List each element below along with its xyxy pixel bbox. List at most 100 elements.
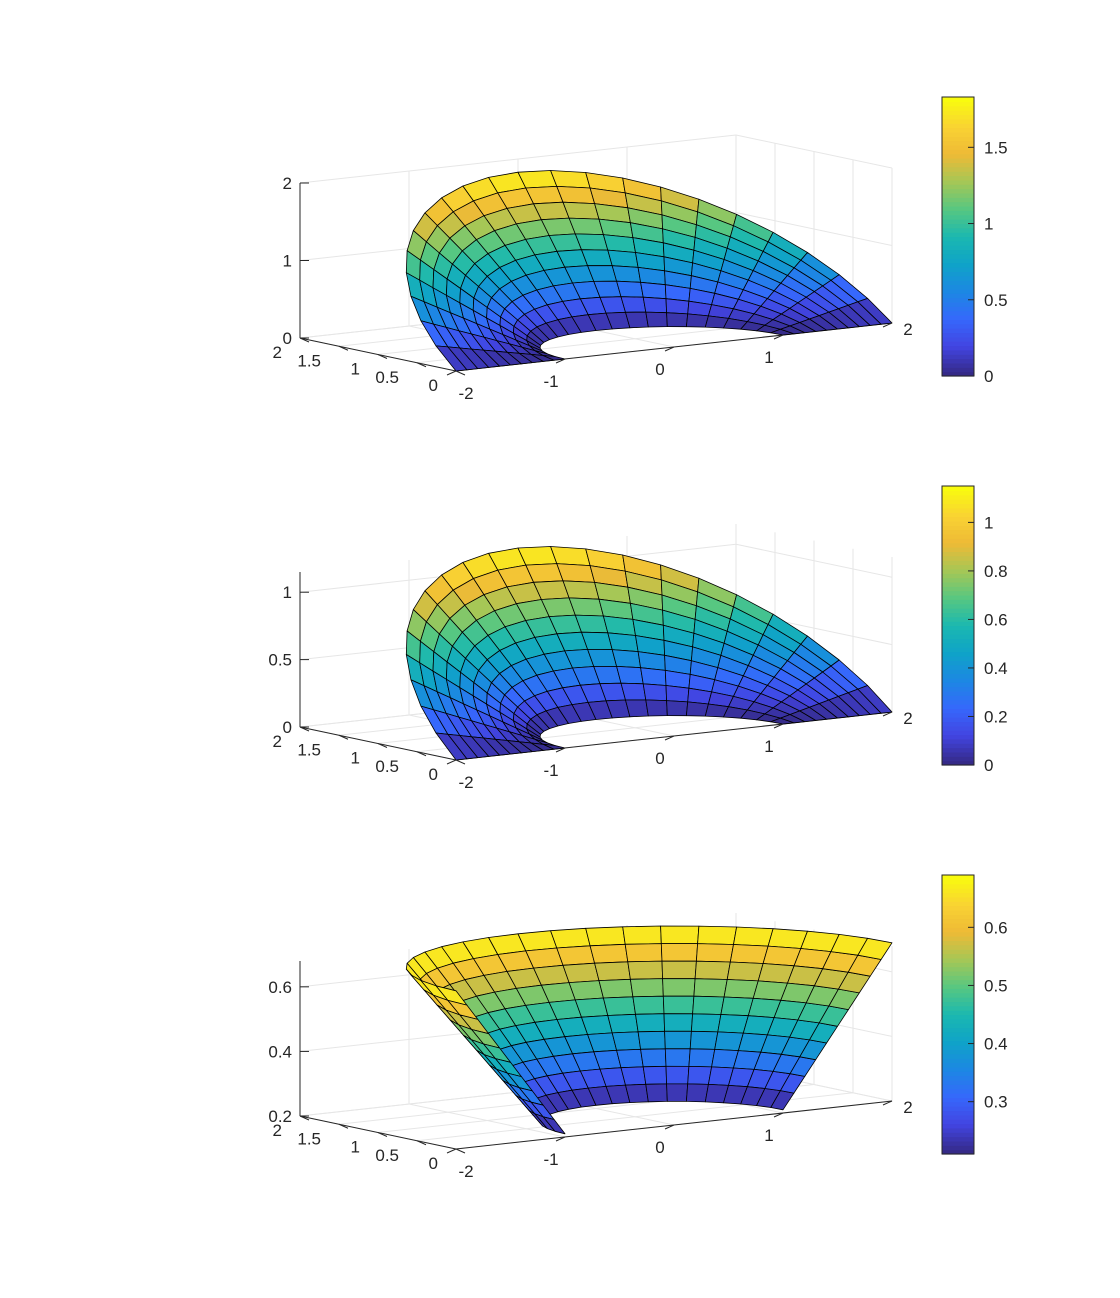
colorbar-segment [942,888,974,894]
colorbar-segment [942,555,974,561]
colorbar-segment [942,1066,974,1072]
colorbar-segment [942,1106,974,1112]
surface-patch [642,1065,667,1085]
surface-patch [598,978,634,999]
x-tick [555,747,566,753]
surface-patch [556,563,595,583]
z-tick-label: 1 [283,583,292,602]
y-tick [338,734,349,740]
colorbar-tick-label: 0.5 [984,976,1008,995]
x-tick-label: -2 [458,384,473,403]
colorbar-segment [942,594,974,600]
colorbar-segment [942,625,974,631]
y-tick-label: 1 [351,360,360,379]
x-tick-label: -1 [543,761,558,780]
y-tick [377,743,388,748]
surface-patch [630,978,664,998]
x-tick-label: 2 [903,1098,912,1117]
colorbar-segment [942,345,974,351]
surface-patch [542,355,566,361]
colorbar-segment [942,323,974,329]
surface-patch [625,699,649,718]
surface-patch [585,926,626,947]
colorbar-segment [942,332,974,338]
colorbar-segment [942,686,974,692]
colorbar-segment [942,175,974,181]
colorbar-segment [942,1058,974,1064]
surface-patch [666,1083,689,1102]
colorbar-segment [942,503,974,509]
surface-patch [666,700,689,717]
colorbar-segment [942,936,974,941]
surface-patch [686,1083,709,1103]
surface-patch [733,926,774,947]
wall-gridline [735,212,893,246]
surface-patch [664,1030,692,1050]
surface-patch [562,201,600,220]
colorbar-segment [942,747,974,753]
x-tick [446,1148,457,1154]
colorbar-segment [942,634,974,640]
x-tick [664,346,675,352]
colorbar-segment [942,162,974,168]
colorbar-segment [942,184,974,190]
colorbar-frame [941,485,975,766]
colorbar-segment [942,136,974,142]
surface-patch [635,1013,665,1033]
colorbar-segment [942,970,974,976]
colorbar-segment [942,914,974,920]
colorbar-segment [942,738,974,744]
surface-patch [693,978,728,998]
z-tick-label: 2 [283,174,292,193]
colorbar-segment [942,1110,974,1116]
surface-patch [660,925,700,944]
surface-patch [562,962,600,983]
x-tick-label: 0 [655,360,664,379]
surface-patch [720,996,754,1017]
colorbar-segment [942,179,974,185]
colorbar-segment [942,581,974,587]
surface-patch [542,743,566,750]
colorbar-segment [942,1053,974,1059]
colorbar-segment [942,341,974,347]
colorbar-segment [942,997,974,1003]
colorbar-segment [942,240,974,246]
colorbar-tick-label: 0.2 [984,707,1008,726]
surface-patch [662,995,695,1015]
surface-patch [603,996,636,1016]
colorbar-segment [942,149,974,155]
colorbar-segment [942,533,974,539]
colorbar-frame [941,96,975,377]
y-tick-label: 2 [273,1121,282,1140]
surface-patch [726,961,764,982]
colorbar-segment [942,486,974,491]
colorbar-segment [942,883,974,889]
colorbar-tick-label: 1.5 [984,138,1008,157]
colorbar-segment [942,105,974,111]
y-tick [299,1115,310,1121]
colorbar-segment [942,219,974,225]
surface-patch [640,281,667,300]
y-tick [416,1140,427,1146]
surface-patch [642,683,667,701]
colorbar-segment [942,1071,974,1077]
colorbar-segment [942,1014,974,1020]
colorbar-segment [942,371,974,377]
colorbar-segment [942,490,974,496]
surface-patch [645,699,668,717]
surface-patch [642,296,667,314]
surface-patch [645,1083,668,1103]
colorbar-tick-label: 0.6 [984,610,1008,629]
colorbar-segment [942,499,974,505]
x-tick-label: 1 [764,348,773,367]
colorbar-segment [942,507,974,513]
colorbar-segment [942,560,974,566]
y-tick-label: 1 [351,749,360,768]
colorbar-segment [942,249,974,255]
colorbar-segment [942,205,974,211]
y-tick [455,759,466,765]
colorbar-segment [942,1062,974,1068]
colorbar-tick-label: 0.4 [984,1035,1008,1054]
